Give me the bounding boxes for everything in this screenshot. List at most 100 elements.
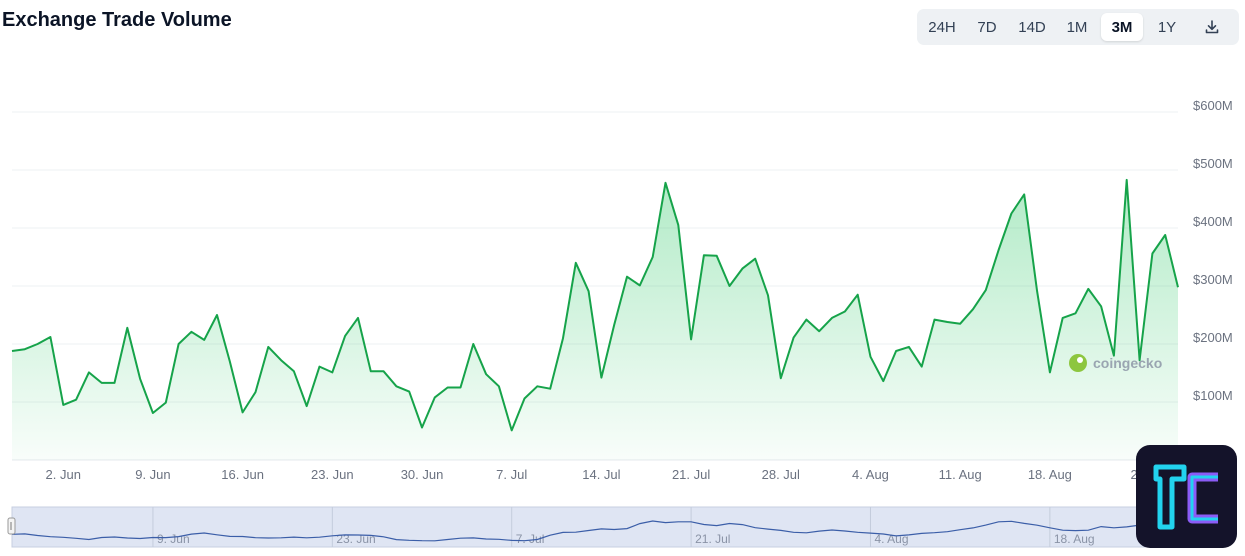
data-point bbox=[267, 345, 270, 348]
data-point bbox=[1177, 286, 1180, 289]
data-point bbox=[395, 385, 398, 388]
x-axis: 2. Jun 9. Jun 16. Jun 23. Jun 30. Jun 7. Jul 1… bbox=[46, 467, 1149, 482]
data-point bbox=[869, 355, 872, 358]
data-point bbox=[920, 365, 923, 368]
data-point bbox=[139, 377, 142, 380]
data-point bbox=[1048, 371, 1051, 374]
data-point bbox=[818, 330, 821, 333]
x-tick-label: 7. Jul bbox=[496, 467, 527, 482]
data-point bbox=[1087, 287, 1090, 290]
data-point bbox=[984, 289, 987, 292]
data-point bbox=[62, 403, 65, 406]
data-point bbox=[292, 370, 295, 373]
range-1y-button[interactable]: 1Y bbox=[1146, 13, 1188, 41]
y-tick-label: $300M bbox=[1193, 272, 1233, 287]
x-tick-label: 11. Aug bbox=[939, 467, 982, 482]
tc-logo-badge bbox=[1136, 445, 1237, 548]
range-1m-button[interactable]: 1M bbox=[1056, 13, 1098, 41]
y-tick-label: $600M bbox=[1193, 98, 1233, 113]
data-point bbox=[587, 290, 590, 293]
tc-logo-icon bbox=[1153, 464, 1218, 530]
data-point bbox=[305, 405, 308, 408]
data-point bbox=[997, 249, 1000, 252]
data-point bbox=[228, 360, 231, 363]
data-point bbox=[203, 338, 206, 341]
data-point bbox=[549, 387, 552, 390]
range-14d-button[interactable]: 14D bbox=[1011, 13, 1053, 41]
data-point bbox=[677, 224, 680, 227]
navigator[interactable]: 9. Jun 23. Jun 7. Jul 21. Jul 4. Aug 18. Aug bbox=[7, 506, 1179, 548]
data-point bbox=[741, 267, 744, 270]
x-tick-label: 30. Jun bbox=[401, 467, 444, 482]
x-tick-label: 28. Jul bbox=[762, 467, 800, 482]
data-point bbox=[638, 284, 641, 287]
data-point bbox=[497, 385, 500, 388]
data-point bbox=[792, 336, 795, 339]
y-tick-label: $100M bbox=[1193, 388, 1233, 403]
data-point bbox=[459, 386, 462, 389]
data-point bbox=[126, 326, 129, 329]
data-point bbox=[651, 256, 654, 259]
data-point bbox=[907, 345, 910, 348]
navigator-tick-label: 23. Jun bbox=[336, 532, 375, 546]
data-point bbox=[369, 370, 372, 373]
data-point bbox=[318, 365, 321, 368]
x-tick-label: 23. Jun bbox=[311, 467, 354, 482]
data-point bbox=[728, 285, 731, 288]
range-selector: 24H 7D 14D 1M 3M 1Y bbox=[917, 9, 1239, 45]
data-point bbox=[36, 343, 39, 346]
data-point bbox=[1125, 178, 1128, 181]
range-7d-button[interactable]: 7D bbox=[966, 13, 1008, 41]
data-point bbox=[75, 398, 78, 401]
data-point bbox=[1010, 212, 1013, 215]
data-point bbox=[831, 316, 834, 319]
data-point bbox=[344, 334, 347, 337]
data-point bbox=[472, 343, 475, 346]
download-button[interactable] bbox=[1191, 13, 1233, 41]
data-point bbox=[767, 294, 770, 297]
data-point bbox=[357, 316, 360, 319]
data-point bbox=[113, 381, 116, 384]
data-point bbox=[280, 359, 283, 362]
data-point bbox=[574, 261, 577, 264]
data-point bbox=[754, 257, 757, 260]
data-point bbox=[959, 322, 962, 325]
range-24h-button[interactable]: 24H bbox=[921, 13, 963, 41]
data-point bbox=[87, 371, 90, 374]
data-point bbox=[715, 254, 718, 257]
data-point bbox=[510, 429, 513, 432]
data-point bbox=[856, 293, 859, 296]
x-tick-label: 9. Jun bbox=[135, 467, 170, 482]
data-point bbox=[805, 318, 808, 321]
data-point bbox=[190, 330, 193, 333]
volume-area bbox=[12, 179, 1178, 460]
range-3m-button[interactable]: 3M bbox=[1101, 13, 1143, 41]
data-point bbox=[562, 337, 565, 340]
data-point bbox=[241, 411, 244, 414]
x-tick-label: 21. Jul bbox=[672, 467, 710, 482]
data-point bbox=[933, 318, 936, 321]
data-point bbox=[254, 391, 257, 394]
data-point bbox=[626, 275, 629, 278]
navigator-line bbox=[11, 520, 1179, 542]
data-point bbox=[1061, 316, 1064, 319]
data-point bbox=[1023, 193, 1026, 196]
data-point bbox=[664, 181, 667, 184]
data-point bbox=[331, 371, 334, 374]
data-point bbox=[164, 401, 167, 404]
data-point bbox=[895, 350, 898, 353]
x-tick-label: 16. Jun bbox=[221, 467, 264, 482]
data-point bbox=[1164, 234, 1167, 237]
data-point bbox=[446, 386, 449, 389]
coingecko-gecko-icon bbox=[1069, 354, 1087, 372]
data-point bbox=[433, 396, 436, 399]
page-title: Exchange Trade Volume bbox=[2, 9, 232, 31]
navigator-tick-label: 9. Jun bbox=[157, 532, 190, 546]
data-point bbox=[216, 314, 219, 317]
data-point bbox=[882, 380, 885, 383]
data-point bbox=[177, 343, 180, 346]
data-point bbox=[1036, 290, 1039, 293]
watermark-text: coingecko bbox=[1093, 355, 1162, 371]
coingecko-gecko-eye bbox=[1077, 357, 1083, 363]
